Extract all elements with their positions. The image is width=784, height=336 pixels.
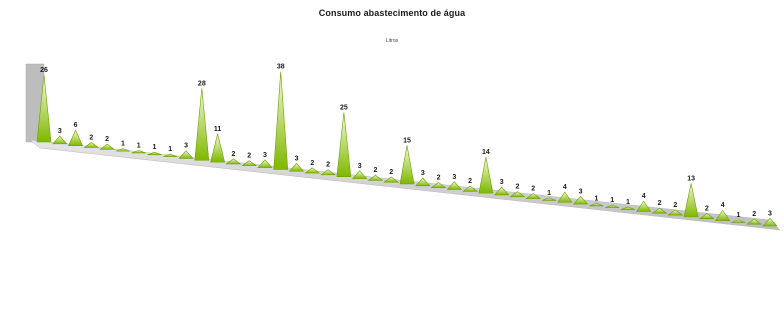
data-label: 2 [468, 178, 472, 185]
area-peak [605, 204, 620, 209]
area-peak [304, 167, 321, 174]
data-label: 38 [277, 64, 285, 71]
data-label: 3 [768, 210, 772, 217]
area-peak [683, 183, 699, 218]
data-label: 4 [642, 193, 646, 200]
data-label: 2 [247, 153, 251, 160]
area-peak [762, 217, 778, 227]
data-label: 3 [452, 174, 456, 181]
data-label: 3 [421, 170, 425, 177]
data-label: 2 [105, 136, 109, 143]
area-peak [462, 185, 479, 192]
area-peak [509, 191, 526, 198]
area-peak [557, 191, 573, 203]
data-label: 11 [214, 126, 222, 133]
data-label: 1 [610, 197, 614, 204]
area-peak [478, 157, 494, 194]
data-label: 3 [58, 128, 62, 135]
area-peak [572, 195, 589, 205]
data-label: 25 [340, 104, 348, 111]
area-peak [99, 143, 116, 150]
data-label: 1 [736, 212, 740, 219]
area-peak [225, 158, 242, 165]
data-label: 2 [437, 175, 441, 182]
area-peak [589, 203, 604, 207]
area-peak [620, 206, 636, 210]
data-label: 6 [74, 122, 78, 129]
area-peak [68, 129, 84, 146]
area-peak [336, 112, 352, 177]
area-peak [115, 148, 131, 152]
data-label: 28 [198, 80, 206, 87]
area-peak [320, 169, 337, 176]
data-label: 15 [403, 137, 411, 144]
area-peak [651, 207, 668, 214]
area-peak [715, 209, 731, 221]
area-peak [541, 197, 557, 201]
data-label: 3 [358, 163, 362, 170]
area-peak [178, 150, 194, 159]
area-peak [147, 151, 162, 156]
area-peak [351, 170, 368, 179]
area-peak [163, 153, 178, 157]
data-label: 3 [500, 179, 504, 186]
data-label: 2 [231, 151, 235, 158]
area-peak [399, 145, 415, 185]
data-label: 2 [310, 160, 314, 167]
data-label: 3 [263, 152, 267, 159]
area-peak [746, 218, 763, 225]
chart-title: Consumo abastecimento de água [318, 8, 466, 18]
data-label: 3 [579, 188, 583, 195]
area-peak [367, 174, 384, 181]
data-label: 14 [482, 149, 490, 156]
data-label: 1 [121, 141, 125, 148]
data-label: 2 [705, 206, 709, 213]
area-peak [494, 186, 510, 196]
area-peak [288, 163, 305, 172]
data-label: 1 [153, 144, 157, 151]
data-label: 2 [752, 211, 756, 218]
area-peak [273, 71, 289, 170]
area-peak [698, 213, 715, 219]
area-peak [36, 75, 52, 143]
data-label: 4 [721, 202, 725, 209]
area-peak [241, 160, 258, 167]
area-peak [383, 176, 400, 183]
area-peak [52, 135, 68, 145]
data-label: 2 [658, 200, 662, 207]
area-peak [636, 200, 652, 212]
area-peak [194, 88, 210, 161]
data-label: 2 [531, 185, 535, 192]
data-label: 2 [326, 162, 330, 169]
data-label: 26 [40, 67, 48, 74]
area-peak [430, 182, 447, 188]
data-label: 2 [89, 134, 93, 141]
data-label: 3 [184, 143, 188, 150]
area-peak [83, 141, 100, 148]
data-label: 2 [673, 202, 677, 209]
area-peak [415, 177, 431, 187]
area-peak [210, 133, 225, 163]
data-label: 1 [594, 195, 598, 202]
data-label: 2 [373, 167, 377, 174]
area-peak [667, 209, 684, 216]
data-label: 2 [516, 184, 520, 191]
floor [29, 139, 781, 231]
data-label: 2 [389, 169, 393, 176]
area-peak [257, 159, 273, 168]
chart-subtitle: Litros [385, 38, 399, 44]
area-peak [525, 193, 542, 199]
area-peak [131, 150, 146, 154]
data-label: 4 [563, 184, 567, 191]
data-label: 1 [547, 190, 551, 197]
data-label: 3 [295, 156, 299, 163]
data-label: 1 [168, 146, 172, 153]
area-peak [446, 181, 463, 190]
data-label: 13 [687, 175, 695, 182]
data-label: 1 [626, 199, 630, 206]
area-peak [731, 219, 746, 223]
data-label: 1 [137, 142, 141, 149]
